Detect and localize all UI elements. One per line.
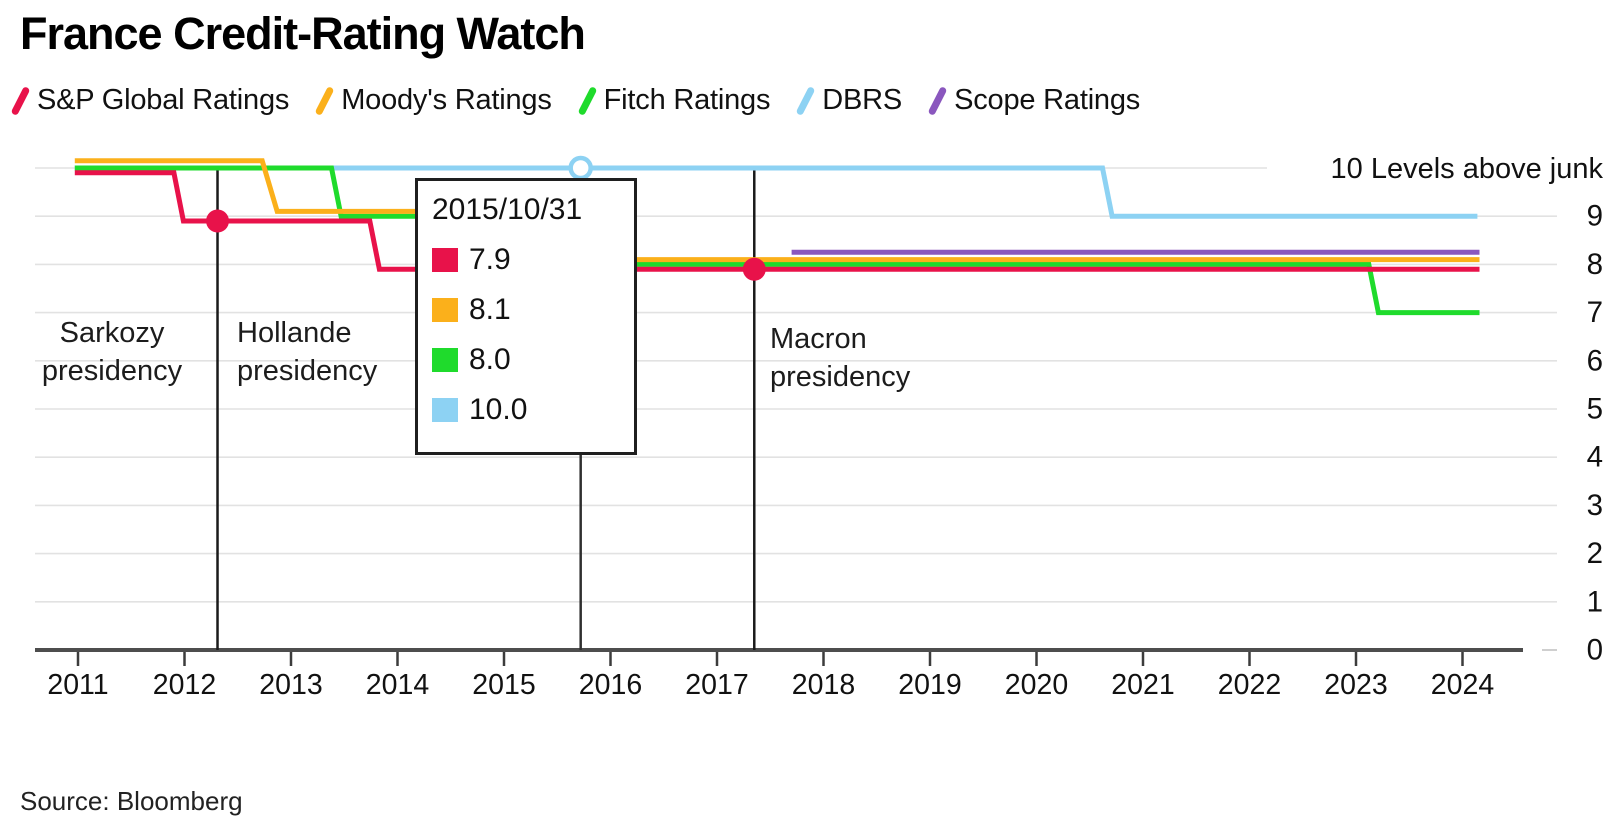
tooltip-row: 8.1 — [432, 285, 620, 335]
x-tick-label-2024: 2024 — [1431, 669, 1495, 701]
x-tick-label-2020: 2020 — [1005, 669, 1068, 701]
x-tick-label-2016: 2016 — [579, 669, 642, 701]
tooltip-rows: 7.9 8.1 8.0 10.0 — [432, 235, 620, 435]
legend: S&P Global Ratings Moody's Ratings Fitch R… — [10, 84, 1141, 117]
legend-item-scope-ratings[interactable]: Scope Ratings — [927, 84, 1141, 117]
annotation-line: Macron — [770, 323, 867, 355]
y-axis-top-note: 10 Levels above junk — [1330, 153, 1603, 185]
annotation-line: presidency — [237, 355, 378, 387]
y-tick-label-5: 5 — [1587, 393, 1603, 426]
tooltip-swatch-icon — [432, 248, 458, 272]
annotation-macron-presidency: Macron presidency — [770, 320, 910, 396]
source-note: Source: Bloomberg — [20, 786, 243, 816]
dbrs-slash-icon — [795, 85, 816, 116]
y-tick-label-2: 2 — [1587, 537, 1603, 570]
tooltip-swatch-icon — [432, 348, 458, 372]
annotation-sarkozy-presidency: Sarkozy presidency — [42, 314, 182, 390]
scope-ratings-slash-icon — [927, 85, 948, 116]
event-dot-0[interactable] — [206, 209, 230, 233]
tooltip-swatch-icon — [432, 298, 458, 322]
y-tick-label-8: 8 — [1587, 248, 1603, 281]
tooltip-value: 7.9 — [469, 243, 511, 276]
event-dot-1[interactable] — [742, 257, 766, 281]
annotation-line: presidency — [41, 355, 183, 387]
tooltip: 2015/10/31 7.9 8.1 8.0 10.0 — [415, 178, 637, 455]
tooltip-value: 8.0 — [469, 343, 511, 376]
tooltip-swatch-icon — [432, 398, 458, 422]
legend-item-moody-s-ratings[interactable]: Moody's Ratings — [314, 84, 552, 117]
legend-label: Scope Ratings — [954, 84, 1141, 116]
legend-item-fitch-ratings[interactable]: Fitch Ratings — [577, 84, 771, 117]
x-tick-label-2011: 2011 — [47, 669, 108, 701]
fitch-ratings-slash-icon — [577, 85, 598, 116]
series-line-fitch-ratings[interactable] — [74, 165, 1480, 316]
annotation-line: Sarkozy — [59, 317, 165, 349]
legend-label: Moody's Ratings — [341, 84, 552, 116]
y-tick-label-0: 0 — [1587, 634, 1603, 667]
chart-title: France Credit-Rating Watch — [20, 8, 586, 59]
series-line-moody-s-ratings[interactable] — [74, 158, 1480, 263]
x-tick-label-2015: 2015 — [472, 669, 535, 701]
legend-item-s-p-global-ratings[interactable]: S&P Global Ratings — [10, 84, 290, 117]
y-tick-label-3: 3 — [1587, 489, 1603, 522]
x-tick-label-2021: 2021 — [1111, 669, 1174, 701]
x-tick-label-2023: 2023 — [1324, 669, 1387, 701]
annotation-line: Hollande — [237, 317, 352, 349]
y-tick-label-9: 9 — [1587, 200, 1603, 233]
moody-s-ratings-slash-icon — [314, 85, 335, 116]
tooltip-value: 10.0 — [469, 393, 528, 426]
y-tick-label-7: 7 — [1587, 296, 1603, 329]
y-tick-label-6: 6 — [1587, 344, 1603, 377]
x-tick-label-2014: 2014 — [366, 669, 430, 701]
x-tick-label-2017: 2017 — [685, 669, 748, 701]
y-tick-label-1: 1 — [1587, 585, 1603, 618]
y-tick-label-4: 4 — [1587, 441, 1603, 474]
tooltip-row: 10.0 — [432, 385, 620, 435]
x-tick-label-2012: 2012 — [153, 669, 216, 701]
hover-marker[interactable] — [568, 155, 593, 181]
annotation-hollande-presidency: Hollande presidency — [237, 314, 377, 390]
x-tick-label-2018: 2018 — [792, 669, 855, 701]
legend-item-dbrs[interactable]: DBRS — [795, 84, 903, 117]
x-tick-label-2022: 2022 — [1218, 669, 1281, 701]
tooltip-row: 7.9 — [432, 235, 620, 285]
x-tick-label-2019: 2019 — [898, 669, 961, 701]
legend-label: Fitch Ratings — [603, 84, 771, 116]
legend-label: DBRS — [822, 84, 903, 116]
tooltip-date: 2015/10/31 — [432, 193, 583, 226]
x-tick-label-2013: 2013 — [259, 669, 322, 701]
annotation-line: presidency — [770, 361, 911, 393]
legend-label: S&P Global Ratings — [37, 84, 290, 116]
tooltip-row: 8.0 — [432, 335, 620, 385]
tooltip-value: 8.1 — [469, 293, 511, 326]
